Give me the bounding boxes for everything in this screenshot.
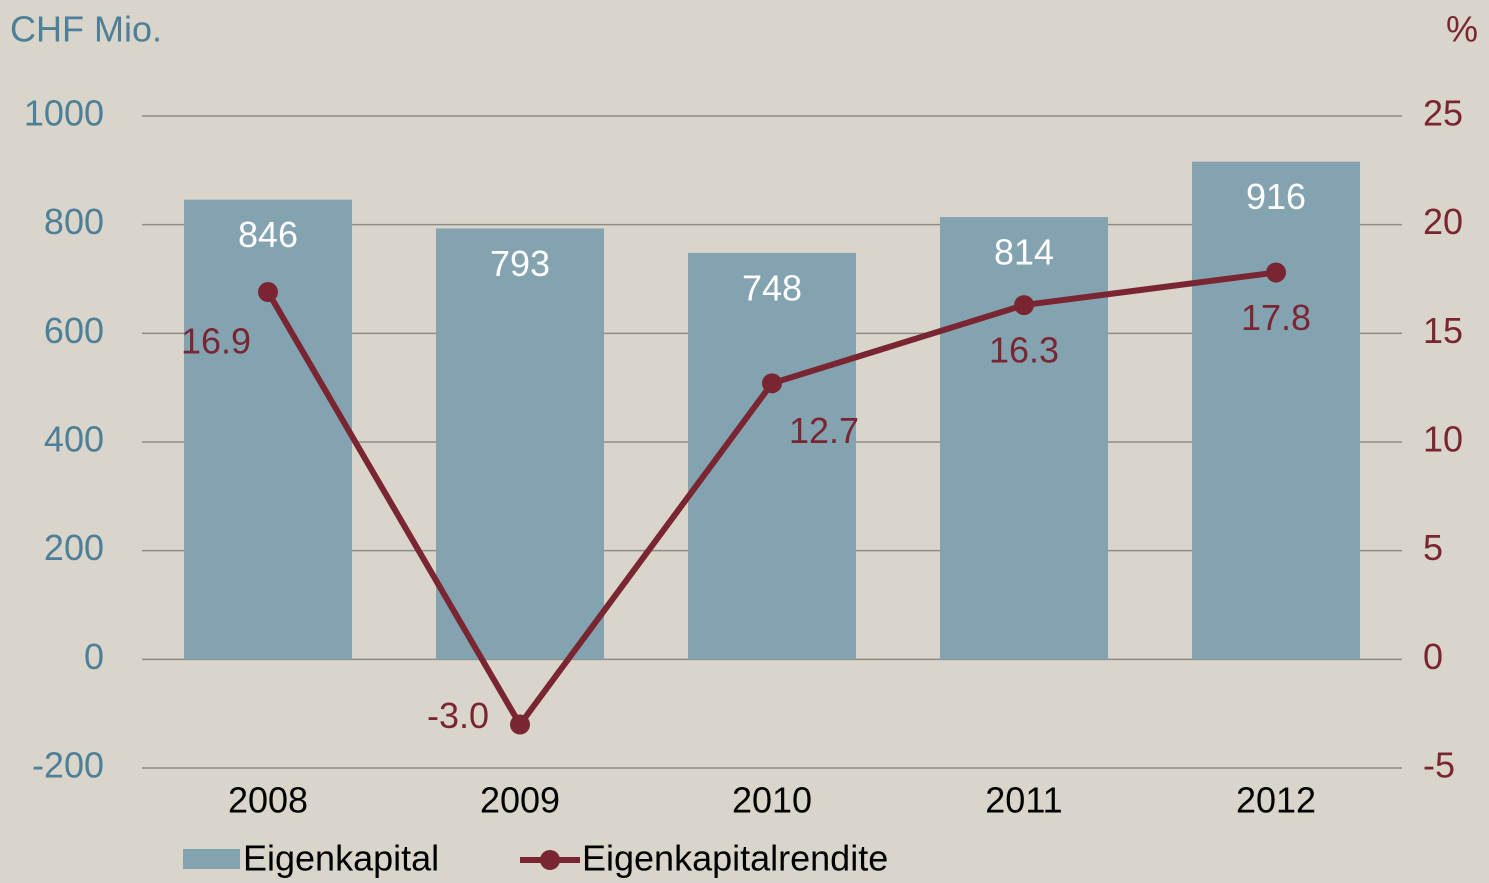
- y2-axis-label: %: [1446, 9, 1478, 50]
- y-tick-label: 200: [44, 527, 104, 568]
- x-tick-label: 2009: [480, 780, 560, 821]
- legend-marker: [540, 850, 560, 870]
- legend-label: Eigenkapital: [243, 838, 439, 879]
- bar-value-label: 846: [238, 214, 298, 255]
- y-tick-label: 400: [44, 419, 104, 460]
- y-tick-label: -200: [32, 745, 104, 786]
- bar: [184, 199, 352, 660]
- legend-swatch: [183, 849, 240, 869]
- line-point: [1014, 295, 1034, 316]
- y2-tick-label: -5: [1423, 745, 1455, 786]
- bar-value-label: 814: [994, 232, 1054, 273]
- bar: [688, 252, 856, 660]
- bar-value-label: 916: [1246, 176, 1306, 217]
- line-value-label: 17.8: [1241, 297, 1311, 338]
- bar: [940, 217, 1108, 660]
- line-point: [1266, 262, 1286, 283]
- bar-value-label: 793: [490, 243, 550, 284]
- line-point: [258, 282, 278, 303]
- x-tick-label: 2010: [732, 780, 812, 821]
- y-tick-label: 800: [44, 201, 104, 242]
- y2-tick-label: 20: [1423, 201, 1463, 242]
- line-point: [762, 373, 782, 394]
- y2-tick-label: 25: [1423, 93, 1463, 134]
- bar: [436, 228, 604, 660]
- legend-label: Eigenkapitalrendite: [582, 838, 888, 879]
- x-tick-label: 2008: [228, 780, 308, 821]
- bar-value-label: 748: [742, 267, 802, 308]
- bar: [1192, 161, 1360, 660]
- x-tick-label: 2012: [1236, 780, 1316, 821]
- line-value-label: 12.7: [789, 410, 859, 451]
- y-axis-label: CHF Mio.: [10, 9, 162, 50]
- x-tick-label: 2011: [985, 780, 1062, 821]
- y-tick-label: 1000: [24, 93, 104, 134]
- line-point: [510, 714, 530, 735]
- y2-tick-label: 5: [1423, 527, 1443, 568]
- line-value-label: -3.0: [427, 695, 489, 736]
- line-value-label: 16.3: [989, 330, 1059, 371]
- y-tick-label: 600: [44, 310, 104, 351]
- y2-tick-label: 15: [1423, 310, 1463, 351]
- line-value-label: 16.9: [181, 321, 251, 362]
- y-tick-label: 0: [84, 636, 104, 677]
- y2-tick-label: 10: [1423, 419, 1463, 460]
- y2-tick-label: 0: [1423, 636, 1443, 677]
